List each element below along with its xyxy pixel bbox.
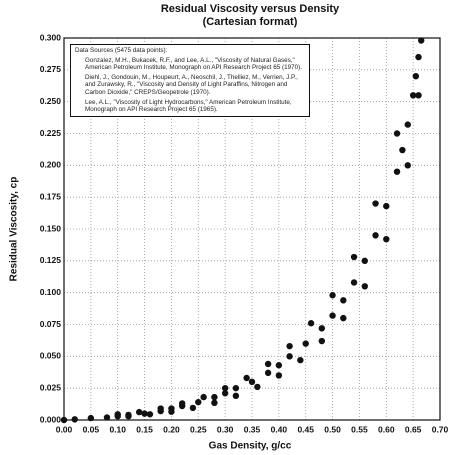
data-point: [409, 92, 417, 99]
data-point: [350, 253, 358, 261]
data-point: [372, 232, 379, 239]
data-point: [415, 92, 422, 99]
data-point: [103, 414, 111, 421]
y-tick-label: 0.275: [40, 64, 62, 74]
data-point: [404, 121, 411, 128]
data-point: [136, 408, 143, 416]
annotation-line: Diehl, J., Gondouin, M., Houpeurt, A., N…: [85, 73, 298, 96]
x-tick-label: 0.30: [217, 424, 234, 434]
annotation-box: Data Sources (5475 data points): Gonzale…: [70, 44, 310, 117]
data-point: [297, 356, 304, 364]
data-point: [393, 130, 401, 137]
annotation-heading: Data Sources (5475 data points):: [75, 47, 168, 54]
data-point: [195, 398, 202, 406]
x-tick-label: 0.20: [163, 424, 180, 434]
x-tick-label: 0.50: [324, 424, 341, 434]
data-point: [329, 292, 336, 299]
data-point: [254, 383, 261, 391]
data-point: [211, 399, 218, 407]
x-tick-label: 0.65: [405, 424, 422, 434]
x-tick-label: 0.05: [83, 424, 100, 434]
x-tick-label: 0.40: [271, 424, 288, 434]
y-tick-label: 0.025: [40, 382, 62, 392]
y-tick-label: 0.250: [40, 96, 62, 106]
y-tick-label: 0.125: [40, 255, 62, 265]
data-point: [232, 384, 240, 392]
data-point: [340, 297, 347, 304]
data-point: [200, 393, 207, 401]
data-point: [275, 362, 283, 369]
x-tick-label: 0.70: [432, 424, 449, 434]
x-tick-label: 0.55: [351, 424, 368, 434]
data-point: [404, 162, 411, 169]
data-point: [114, 411, 121, 418]
data-point: [318, 325, 326, 332]
data-point: [125, 412, 132, 420]
data-point: [211, 393, 218, 401]
x-tick-label: 0.10: [109, 424, 126, 434]
data-point: [232, 392, 240, 400]
data-point: [275, 372, 283, 379]
data-point: [383, 202, 390, 210]
data-point: [286, 353, 293, 360]
y-tick-label: 0.050: [40, 351, 62, 361]
data-point: [415, 53, 422, 61]
y-tick-label: 0.150: [40, 223, 62, 233]
annotation-line: Lee, A.L., "Viscosity of Light Hydrocarb…: [85, 98, 292, 114]
plot-frame: [63, 37, 441, 421]
data-point: [141, 410, 148, 417]
y-tick-label: 0.075: [40, 319, 62, 329]
data-point: [361, 257, 368, 265]
y-tick-label: 0.225: [40, 128, 62, 138]
data-point: [412, 73, 420, 80]
data-point: [264, 360, 272, 368]
x-tick-label: 0.35: [244, 424, 261, 434]
y-axis-label: Residual Viscosity, cp: [9, 177, 20, 282]
data-point: [71, 416, 78, 423]
data-point: [221, 384, 229, 392]
data-point: [248, 378, 256, 385]
data-point: [189, 404, 197, 412]
data-point: [383, 235, 390, 243]
x-tick-label: 0.60: [378, 424, 395, 434]
data-point: [393, 168, 401, 175]
data-point: [146, 411, 154, 418]
data-point: [307, 320, 315, 327]
y-tick-label: 0.200: [40, 160, 62, 170]
x-axis-label: Gas Density, g/cc: [209, 441, 292, 452]
data-point: [361, 283, 368, 290]
chart-subtitle: (Cartesian format): [203, 16, 298, 28]
data-point: [399, 146, 406, 154]
annotation-line: Gonzalez, M.H., Bukacek, R.F., and Lee, …: [85, 56, 303, 72]
x-tick-label: 0.45: [297, 424, 314, 434]
y-tick-label: 0.100: [40, 287, 62, 297]
x-tick-label: 0.00: [56, 424, 73, 434]
data-point: [302, 340, 309, 347]
data-point: [418, 37, 425, 44]
data-point: [329, 312, 336, 319]
data-point: [221, 390, 229, 397]
y-tick-label: 0.000: [40, 414, 62, 424]
y-tick-label: 0.300: [40, 32, 62, 42]
data-point: [178, 400, 186, 407]
chart-title: Residual Viscosity versus Density: [161, 3, 340, 15]
y-tick-label: 0.175: [40, 191, 62, 201]
data-point: [243, 374, 250, 382]
data-point: [340, 314, 347, 322]
data-point: [60, 416, 68, 424]
x-tick-label: 0.15: [136, 424, 153, 434]
data-point: [87, 414, 95, 422]
data-point: [350, 279, 358, 286]
data-point: [318, 337, 326, 345]
data-point: [264, 369, 272, 377]
data-point: [157, 405, 164, 412]
data-point: [286, 342, 293, 350]
data-point: [372, 200, 379, 207]
x-tick-label: 0.25: [190, 424, 207, 434]
data-point: [168, 408, 175, 415]
